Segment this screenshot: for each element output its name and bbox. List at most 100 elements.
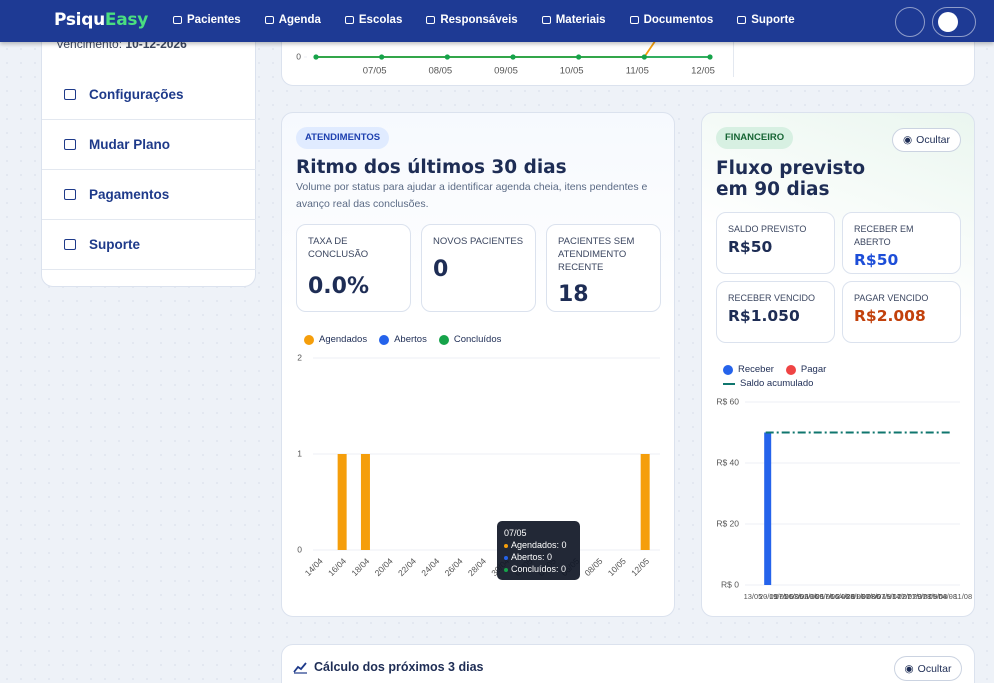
hide-button[interactable]: ◉ Ocultar (894, 656, 962, 681)
stat-card: TAXA DE CONCLUSÃO 0.0% (296, 224, 411, 312)
legend-label: Pagar (800, 364, 827, 375)
nav-icon (629, 16, 639, 24)
point (313, 54, 319, 60)
legend-line (723, 382, 735, 385)
nav-item[interactable]: Agenda (264, 14, 321, 26)
stat-card: SALDO PREVISTO R$50 (716, 212, 835, 274)
x-tick-label: 28/04 (466, 556, 488, 578)
finance-card: FINANCEIRO ◉ Ocultar Fluxo previsto em 90… (701, 112, 975, 617)
card-subtitle: Volume por status para ajudar a identifi… (296, 181, 648, 210)
nav-icon (264, 16, 274, 24)
nav-icon (737, 16, 747, 24)
nav-item[interactable]: Pacientes (173, 14, 241, 26)
nav-item[interactable]: Suporte (737, 14, 795, 26)
x-tick-label: 14/04 (303, 556, 325, 578)
sidebar-label: Configurações (89, 87, 184, 102)
sidebar-label: Mudar Plano (89, 137, 171, 152)
nav-label: Documentos (643, 14, 714, 26)
legend-dot (304, 334, 314, 345)
x-tick-label: 22/07 - 28/07 (897, 592, 941, 601)
sidebar-item[interactable]: Mudar Plano (42, 120, 256, 170)
y-tick-label: 0 (296, 51, 301, 61)
logo-text: Easy (104, 10, 148, 30)
stat-value: 18 (558, 282, 589, 307)
nav-label: Escolas (358, 14, 403, 26)
nav-item[interactable]: Documentos (629, 14, 714, 26)
avatar-button[interactable] (932, 7, 976, 37)
logo[interactable]: PsiquEasy (54, 10, 148, 30)
x-tick-label: 15/07 - 21/07 (882, 592, 926, 601)
x-tick-label: 03/06 - 09/06 (790, 592, 834, 601)
x-tick-label: 27/05 - 02/06 (774, 592, 818, 601)
y-tick-label: 2 (297, 352, 302, 362)
legend-label: Agendados (319, 334, 368, 345)
y-tick-label: R$ 60 (716, 396, 739, 406)
tooltip-line: Agendados: 0 (504, 539, 573, 551)
stat-value: 0 (433, 257, 449, 282)
tooltip-text: Agendados: 0 (511, 540, 567, 550)
stat-label: PAGAR VENCIDO (854, 293, 929, 303)
tooltip-dot (504, 567, 508, 572)
notifications-button[interactable] (895, 7, 925, 37)
hide-button[interactable]: ◉ Ocultar (892, 128, 961, 152)
stat-label: RECEBER VENCIDO (728, 293, 816, 303)
x-tick-label: 01/07 - 07/07 (851, 592, 895, 601)
legend-item: Pagar (785, 364, 827, 375)
point (641, 54, 647, 60)
tooltip-text: Abertos: 0 (511, 552, 553, 562)
button-label: Ocultar (916, 134, 950, 146)
stat-label: NOVOS PACIENTES (433, 236, 524, 247)
nav-icon (541, 16, 551, 24)
nav-icon (173, 16, 182, 24)
nav-label: Agenda (278, 14, 321, 26)
bar (764, 432, 772, 585)
x-tick-label: 08/05 (428, 66, 452, 77)
legend-item: Agendados (304, 334, 367, 345)
stat-label: SALDO PREVISTO (728, 224, 807, 234)
nav-item[interactable]: Responsáveis (426, 14, 518, 26)
legend-label: Abertos (394, 334, 427, 345)
x-tick-label: 20/04 (373, 556, 395, 578)
sidebar-icon (64, 89, 76, 100)
y-tick-label: R$ 0 (721, 579, 739, 589)
tooltip: 07/05 Agendados: 0 Abertos: 0 Concluídos: … (497, 521, 580, 580)
y-tick-label: R$ 20 (716, 518, 739, 528)
nav-item[interactable]: Escolas (344, 14, 403, 26)
legend-item: Saldo acumulado (723, 378, 813, 389)
avatar (938, 12, 958, 32)
nav-label: Pacientes (187, 14, 241, 26)
sidebar-icon (64, 139, 76, 150)
legend-dot (723, 364, 733, 375)
point (379, 54, 385, 60)
stat-card: RECEBER EM ABERTO R$50 (842, 212, 961, 274)
x-tick-label: 10/05 (560, 66, 584, 77)
tooltip-title: 07/05 (504, 528, 527, 538)
x-tick-label: 12/05 (629, 556, 651, 578)
legend-label: Receber (738, 364, 774, 375)
sidebar-label: Suporte (89, 237, 141, 252)
y-tick-label: 0 (297, 544, 302, 554)
sidebar-item[interactable]: Pagamentos (42, 170, 256, 220)
nav-item[interactable]: Materiais (541, 14, 606, 26)
attendance-card: ATENDIMENTOS Ritmo dos últimos 30 dias V… (281, 112, 675, 617)
sidebar-item[interactable]: Suporte (42, 220, 256, 270)
x-tick-label: 13/05 - 19/05 (744, 592, 788, 601)
sidebar-label: Pagamentos (89, 187, 170, 202)
x-tick-label: 11/05 (626, 66, 649, 77)
eye-icon: ◉ (904, 662, 914, 675)
legend-dot (785, 364, 796, 375)
badge: FINANCEIRO (716, 127, 794, 149)
x-tick-label: 12/05 (691, 66, 715, 77)
x-tick-label: 29/07 - 04/08 (913, 592, 957, 601)
bar (640, 454, 650, 550)
sidebar-item[interactable]: Configurações (42, 70, 256, 120)
x-tick-label: 10/05 (606, 556, 628, 578)
sidebar-icon (64, 239, 76, 250)
stat-card: PAGAR VENCIDO R$2.008 (842, 281, 961, 343)
nav-label: Responsáveis (440, 14, 518, 26)
stat-value: R$50 (854, 251, 899, 269)
y-tick-label: 1 (297, 448, 302, 458)
nav-icon (344, 16, 354, 24)
tooltip-dot (504, 555, 508, 560)
button-label: Ocultar (917, 662, 952, 675)
